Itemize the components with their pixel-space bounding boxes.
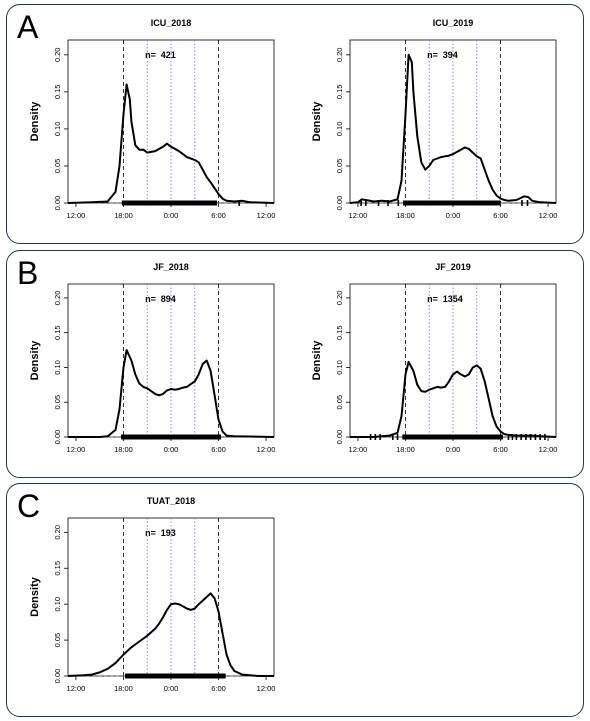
y-tick-label: 0.10 [335, 360, 344, 375]
y-tick-label: 0.15 [335, 325, 344, 340]
x-tick-label: 0:00 [446, 211, 461, 220]
y-axis-label: Density [311, 340, 323, 381]
y-tick-label: 0.00 [53, 430, 62, 445]
y-axis-label: Density [29, 576, 41, 617]
x-tick-label: 12:00 [257, 445, 276, 454]
y-tick-label: 0.05 [335, 159, 344, 174]
y-tick-label: 0.15 [53, 85, 62, 100]
y-tick-label: 0.20 [53, 48, 62, 63]
x-tick-label: 6:00 [493, 445, 508, 454]
x-tick-label: 12:00 [539, 211, 558, 220]
density-chart-icu-2018: ICU_2018 n= 421 0.00 0.05 0.10 0.15 0.20 Density… [29, 18, 276, 220]
density-line [68, 349, 275, 438]
n-label: n= [145, 294, 156, 304]
n-value: 421 [161, 50, 176, 60]
y-axis-label: Density [29, 101, 41, 142]
x-tick-label: 0:00 [446, 445, 461, 454]
panel-c: C [6, 483, 584, 717]
y-tick-label: 0.15 [53, 561, 62, 576]
panel-a: A [6, 4, 584, 244]
panel-letter-c: C [17, 488, 41, 524]
x-tick-label: 12:00 [349, 445, 368, 454]
x-tick-label: 6:00 [211, 684, 226, 693]
density-chart-jf-2019: JF_2019n=13540.000.050.100.150.20Density… [311, 262, 558, 454]
y-tick-label: 0.10 [53, 360, 62, 375]
x-tick-label: 6:00 [211, 445, 226, 454]
y-tick-label: 0.00 [53, 196, 62, 211]
density-line [67, 83, 275, 204]
panel-letter-a: A [17, 9, 39, 45]
x-tick-label: 0:00 [164, 211, 179, 220]
x-tick-label: 18:00 [114, 684, 133, 693]
y-tick-label: 0.05 [335, 395, 344, 410]
y-tick-label: 0.05 [53, 159, 62, 174]
y-tick-label: 0.15 [335, 85, 344, 100]
density-line [350, 360, 557, 438]
chart-title: ICU_2018 [151, 18, 192, 28]
y-tick-label: 0.00 [53, 669, 62, 684]
n-label: n= [145, 528, 156, 538]
x-tick-label: 18:00 [396, 211, 415, 220]
y-tick-label: 0.20 [53, 291, 62, 306]
n-label: n= [427, 294, 438, 304]
x-tick-label: 6:00 [211, 211, 226, 220]
x-tick-label: 12:00 [539, 445, 558, 454]
chart-title: JF_2018 [153, 262, 189, 272]
panel-letter-b: B [17, 255, 39, 291]
density-chart-jf-2018: JF_2018 n= 894 0.00 0.05 0.10 0.15 0.20 Density 1… [29, 262, 276, 454]
y-tick-label: 0.20 [335, 291, 344, 306]
x-tick-label: 12:00 [67, 445, 86, 454]
n-value: 193 [161, 528, 176, 538]
chart-title: TUAT_2018 [147, 496, 195, 506]
x-tick-label: 12:00 [349, 211, 368, 220]
y-tick-label: 0.10 [53, 122, 62, 137]
y-tick-label: 0.00 [335, 196, 344, 211]
y-tick-label: 0.15 [53, 325, 62, 340]
x-tick-label: 18:00 [396, 445, 415, 454]
y-tick-label: 0.10 [53, 597, 62, 612]
x-tick-label: 18:00 [114, 211, 133, 220]
x-tick-label: 12:00 [257, 211, 276, 220]
y-tick-label: 0.20 [53, 525, 62, 540]
y-tick-label: 0.00 [335, 430, 344, 445]
n-label: n= [427, 50, 438, 60]
chart-title: ICU_2019 [433, 18, 474, 28]
n-value: 394 [443, 50, 458, 60]
density-line [349, 53, 557, 204]
y-tick-label: 0.05 [53, 633, 62, 648]
n-label: n= [145, 50, 156, 60]
x-tick-label: 6:00 [493, 211, 508, 220]
density-chart-tuat-2018: TUAT_2018 n= 193 0.00 0.05 0.10 0.15 0.20 Densit… [29, 496, 276, 693]
y-axis-label: Density [311, 101, 323, 142]
n-value: 894 [161, 294, 176, 304]
x-tick-label: 12:00 [67, 211, 86, 220]
panel-b: B [6, 250, 584, 478]
x-tick-label: 0:00 [164, 445, 179, 454]
y-tick-label: 0.10 [335, 122, 344, 137]
x-tick-label: 0:00 [164, 684, 179, 693]
density-chart-icu-2019: ICU_2019 n= 394 0.00 0.05 0.10 0.15 0.20 Density… [311, 18, 558, 220]
y-tick-label: 0.05 [53, 395, 62, 410]
chart-title: JF_2019 [435, 262, 471, 272]
y-tick-label: 0.20 [335, 48, 344, 63]
x-tick-label: 18:00 [114, 445, 133, 454]
y-axis-label: Density [29, 340, 41, 381]
x-tick-label: 12:00 [67, 684, 86, 693]
x-tick-label: 12:00 [257, 684, 276, 693]
density-line [67, 592, 274, 677]
